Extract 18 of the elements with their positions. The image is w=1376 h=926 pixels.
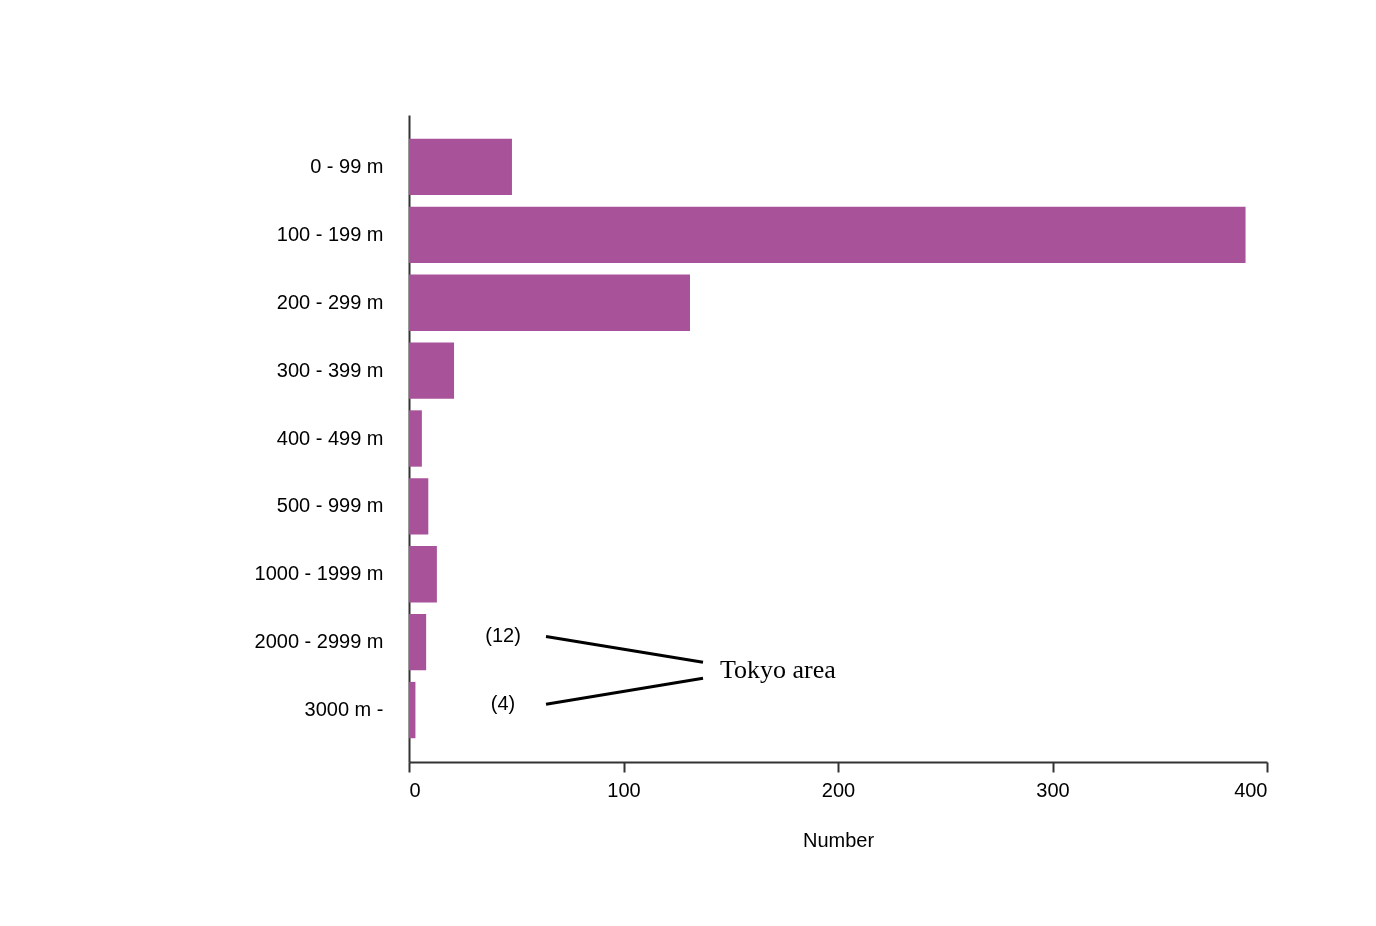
x-tick-label: 300: [1036, 778, 1070, 801]
x-tick-label: 200: [821, 778, 856, 801]
y-tick-label: 3000 m -: [304, 698, 384, 721]
annotation: (4): [490, 692, 516, 715]
y-tick-label: 500 - 999 m: [276, 494, 384, 517]
annotation: (12): [485, 624, 521, 647]
annotation: Tokyo area: [720, 655, 837, 685]
y-tick-label: 300 - 399 m: [276, 358, 384, 381]
x-tick-label: 400: [1234, 778, 1268, 801]
y-tick-label: 0 - 99 m: [310, 154, 384, 177]
y-tick-label: 100 - 199 m: [276, 222, 384, 245]
x-tick-label: 0: [409, 778, 421, 801]
y-tick-label: 1000 - 1999 m: [254, 562, 384, 585]
y-tick-label: 400 - 499 m: [276, 426, 384, 449]
y-tick-label: 2000 - 2999 m: [254, 630, 384, 653]
x-axis-title: Number: [802, 828, 875, 851]
y-tick-label: 200 - 299 m: [276, 290, 384, 313]
x-tick-label: 100: [607, 778, 641, 801]
